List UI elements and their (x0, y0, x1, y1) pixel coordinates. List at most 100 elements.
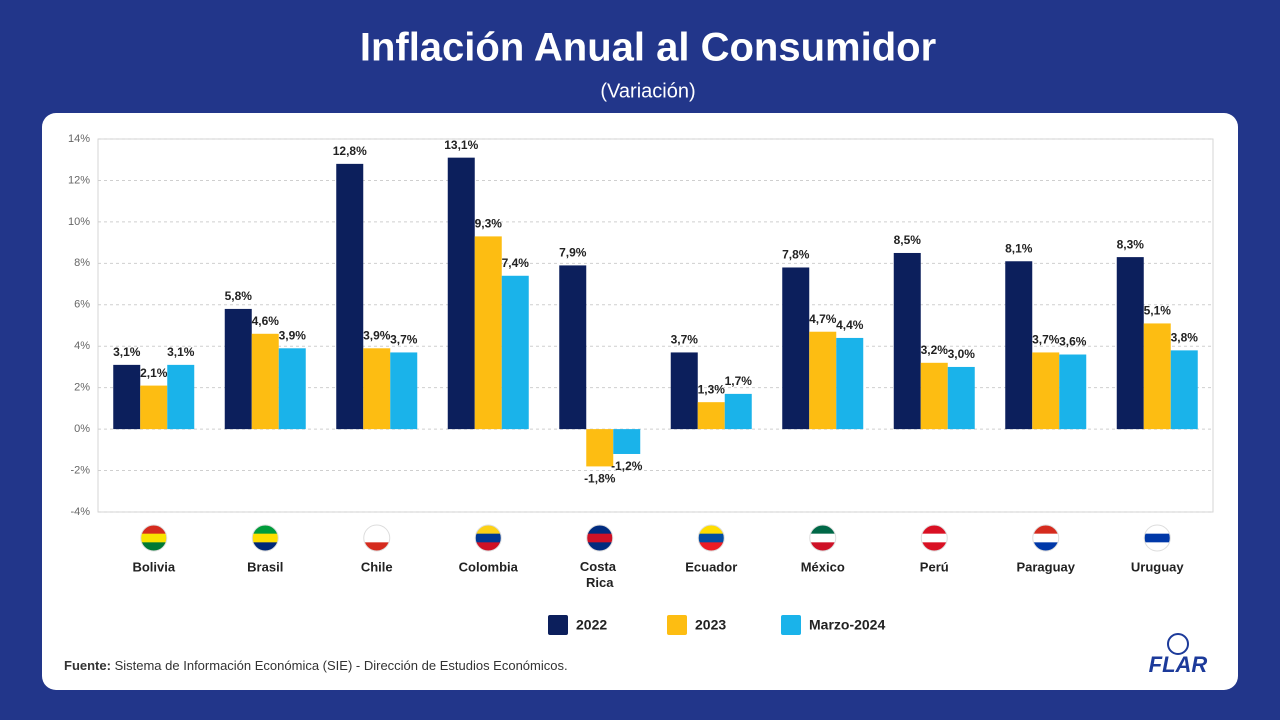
x-tick-label: Costa Rica (580, 559, 620, 590)
bar (836, 337, 864, 430)
flag-stripe (1144, 525, 1171, 535)
legend-label: 2022 (576, 617, 607, 633)
value-label: 2,1% (140, 366, 168, 380)
source-text: Sistema de Información Económica (SIE) -… (115, 658, 568, 673)
legend-label: 2023 (695, 617, 726, 633)
bar (893, 252, 921, 430)
chart-subtitle: (Variación) (600, 80, 695, 102)
bar (474, 236, 502, 430)
flag-stripe (586, 533, 613, 543)
bar (501, 275, 529, 430)
bar (586, 429, 614, 467)
legend-swatch (781, 615, 801, 635)
value-label: 3,7% (390, 333, 418, 347)
flag-icon (697, 524, 725, 552)
value-label: 3,7% (1032, 333, 1060, 347)
x-tick-label: Colombia (459, 559, 519, 574)
flag-outline (920, 524, 948, 552)
flag-stripe (921, 533, 948, 543)
bar (809, 331, 837, 430)
flag-outline (697, 524, 725, 552)
flag-stripe (475, 533, 502, 543)
x-tick-label: Uruguay (1131, 559, 1185, 574)
bar (224, 308, 252, 430)
flag-outline (363, 524, 391, 552)
value-label: 7,9% (559, 246, 587, 260)
flag-icon (586, 524, 614, 552)
bar (167, 364, 195, 430)
flag-stripe (698, 542, 725, 551)
x-tick-line: Rica (586, 575, 614, 590)
x-tick-label: Brasil (247, 559, 283, 574)
bar (670, 352, 698, 430)
flag-stripe (809, 542, 836, 551)
value-label: 4,7% (809, 312, 837, 326)
flag-stripe (475, 525, 502, 535)
plot-frame (97, 138, 1214, 513)
value-label: 7,8% (782, 248, 810, 262)
y-tick-label: 8% (74, 257, 90, 269)
value-label: 4,6% (252, 314, 280, 328)
y-tick-label: 10% (68, 216, 90, 228)
value-label: 5,8% (225, 289, 253, 303)
x-tick-label: Bolivia (132, 559, 175, 574)
value-label: 1,3% (698, 382, 726, 396)
flag-outline (1032, 524, 1060, 552)
flag-stripe (252, 525, 279, 535)
value-label: 8,5% (894, 233, 922, 247)
x-tick-label: Chile (361, 559, 393, 574)
flag-outline (251, 524, 279, 552)
source-label: Fuente: (64, 658, 111, 673)
value-label: 4,4% (836, 318, 864, 332)
value-label: 8,1% (1005, 241, 1033, 255)
value-label: 7,4% (502, 256, 530, 270)
bar (363, 348, 391, 430)
flag-stripe (475, 542, 502, 551)
logo-text: FLAR (1149, 652, 1208, 677)
flag-outline (586, 524, 614, 552)
bar (613, 429, 641, 454)
value-label: -1,8% (584, 472, 616, 486)
bar (113, 364, 141, 430)
y-tick-label: 4% (74, 340, 90, 352)
flag-icon (474, 524, 502, 552)
flag-stripe (809, 533, 836, 543)
flag-stripe (363, 533, 390, 543)
value-label: -1,2% (611, 459, 643, 473)
value-label: 5,1% (1144, 304, 1172, 318)
bar (447, 157, 475, 430)
y-tick-label: 6% (74, 299, 90, 311)
value-label: 12,8% (333, 144, 367, 158)
bar (1059, 354, 1087, 430)
y-tick-label: -4% (70, 506, 90, 518)
flag-stripe (586, 525, 613, 535)
value-label: 3,6% (1059, 335, 1087, 349)
y-tick-label: 0% (74, 423, 90, 435)
flag-stripe (921, 525, 948, 535)
flag-stripe (698, 533, 725, 543)
x-tick-label: México (801, 559, 845, 574)
bar (140, 385, 168, 430)
bar (724, 393, 752, 430)
x-tick-line: Costa (580, 559, 620, 574)
value-label: 3,1% (113, 345, 141, 359)
bar (336, 163, 364, 430)
legend-label: Marzo-2024 (809, 617, 885, 633)
bar (278, 348, 306, 430)
flag-stripe (586, 542, 613, 551)
legend-swatch (667, 615, 687, 635)
flag-stripe (1032, 525, 1059, 535)
flag-icon (1143, 524, 1171, 552)
flag-stripe (140, 542, 167, 551)
bar (251, 333, 279, 430)
bar (390, 352, 418, 430)
bar (559, 265, 587, 430)
flag-icon (920, 524, 948, 552)
flag-stripe (1032, 542, 1059, 551)
bar (1170, 350, 1198, 430)
logo-emblem (1167, 633, 1189, 655)
flag-icon (251, 524, 279, 552)
y-tick-label: 14% (68, 133, 90, 145)
flag-stripe (1032, 533, 1059, 543)
